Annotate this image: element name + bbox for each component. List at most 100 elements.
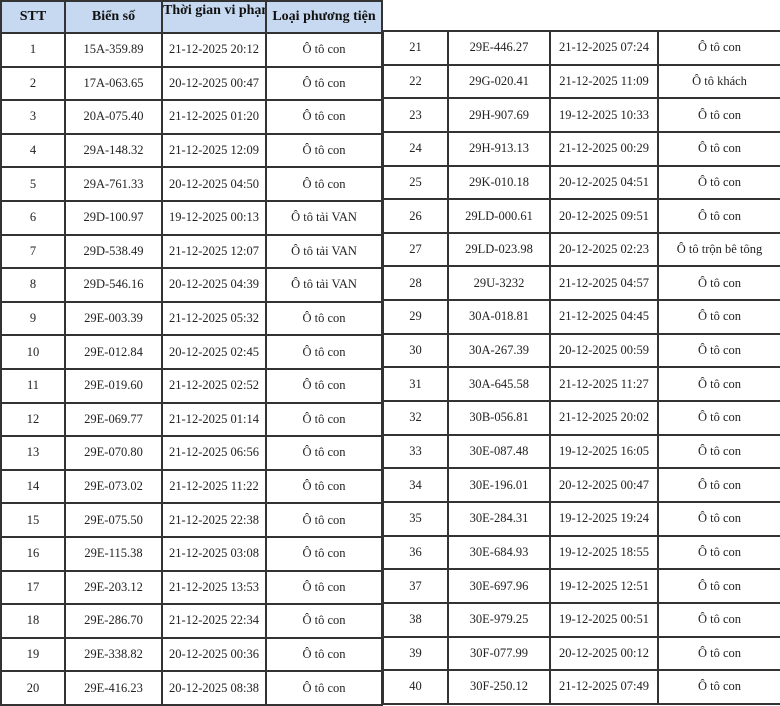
table-row: 20 29E-416.23 20-12-2025 08:38 Ô tô con [0,670,383,706]
table-row: 33 30E-087.48 19-12-2025 16:05 Ô tô con [382,433,780,470]
cell-stt: 5 [0,166,66,202]
cell-stt: 23 [382,97,449,133]
header-stt: STT [0,0,66,34]
table-row: 34 30E-196.01 20-12-2025 00:47 Ô tô con [382,467,780,503]
cell-stt: 9 [0,300,66,337]
cell-plate: 29E-203.12 [64,569,163,606]
header-time-label: Thời gian vi phạm [163,3,265,18]
cell-stt: 13 [0,435,66,471]
cell-time: 20-12-2025 00:47 [549,467,659,503]
cell-stt: 35 [382,500,449,537]
table-row: 35 30E-284.31 19-12-2025 19:24 Ô tô con [382,500,780,537]
cell-plate: 30E-087.48 [447,433,551,470]
cell-vehicle-type: Ô tô con [265,636,383,673]
cell-stt: 8 [0,267,66,303]
cell-stt: 3 [0,99,66,135]
cell-stt: 33 [382,433,449,470]
header-time: Thời gian vi phạm [161,0,267,34]
table-row: 16 29E-115.38 21-12-2025 03:08 Ô tô con [0,535,383,572]
cell-vehicle-type: Ô tô con [265,166,383,202]
violations-table-left: STT Biển số Thời gian vi phạm Loại phươn… [0,0,383,706]
cell-stt: 37 [382,568,449,604]
cell-plate: 30A-267.39 [447,332,551,369]
cell-stt: 26 [382,198,449,234]
cell-time: 20-12-2025 02:23 [549,231,659,268]
cell-stt: 36 [382,534,449,571]
cell-stt: 21 [382,30,449,66]
table-row: 2 17A-063.65 20-12-2025 00:47 Ô tô con [0,65,383,102]
cell-time: 21-12-2025 07:49 [549,669,659,705]
table-row: 9 29E-003.39 21-12-2025 05:32 Ô tô con [0,300,383,337]
cell-plate: 29E-069.77 [64,401,163,438]
cell-time: 21-12-2025 05:32 [161,300,267,337]
cell-vehicle-type: Ô tô con [657,265,780,302]
table-row: 22 29G-020.41 21-12-2025 11:09 Ô tô khách [382,63,780,100]
cell-plate: 29D-546.16 [64,267,163,303]
cell-time: 21-12-2025 20:12 [161,32,267,68]
cell-plate: 20A-075.40 [64,99,163,135]
cell-time: 21-12-2025 07:24 [549,30,659,66]
cell-vehicle-type: Ô tô con [265,65,383,102]
table-row: 38 30E-979.25 19-12-2025 00:51 Ô tô con [382,601,780,638]
cell-time: 19-12-2025 12:51 [549,568,659,604]
cell-vehicle-type: Ô tô con [657,332,780,369]
cell-stt: 6 [0,199,66,236]
cell-stt: 4 [0,132,66,169]
cell-stt: 39 [382,635,449,672]
cell-stt: 18 [0,603,66,639]
cell-stt: 25 [382,164,449,201]
table-row: 3 20A-075.40 21-12-2025 01:20 Ô tô con [0,99,383,135]
cell-stt: 11 [0,367,66,404]
table-row: 13 29E-070.80 21-12-2025 06:56 Ô tô con [0,435,383,471]
cell-vehicle-type: Ô tô tải VAN [265,199,383,236]
cell-time: 20-12-2025 04:50 [161,166,267,202]
cell-time: 19-12-2025 19:24 [549,500,659,537]
table-row: 40 30F-250.12 21-12-2025 07:49 Ô tô con [382,669,780,705]
cell-plate: 29H-913.13 [447,130,551,167]
cell-vehicle-type: Ô tô con [657,433,780,470]
cell-vehicle-type: Ô tô tải VAN [265,267,383,303]
cell-time: 20-12-2025 08:38 [161,670,267,706]
table-row: 27 29LD-023.98 20-12-2025 02:23 Ô tô trộn b… [382,231,780,268]
cell-stt: 14 [0,468,66,505]
table-row: 5 29A-761.33 20-12-2025 04:50 Ô tô con [0,166,383,202]
table-row: 11 29E-019.60 21-12-2025 02:52 Ô tô con [0,367,383,404]
header-plate: Biển số [64,0,163,34]
table-row: 8 29D-546.16 20-12-2025 04:39 Ô tô tải VAN [0,267,383,303]
cell-time: 19-12-2025 18:55 [549,534,659,571]
cell-plate: 29K-010.18 [447,164,551,201]
cell-vehicle-type: Ô tô trộn bê tông [657,231,780,268]
cell-plate: 30F-250.12 [447,669,551,705]
cell-vehicle-type: Ô tô con [265,502,383,538]
table-row: 12 29E-069.77 21-12-2025 01:14 Ô tô con [0,401,383,438]
cell-plate: 30A-018.81 [447,299,551,335]
cell-stt: 16 [0,535,66,572]
cell-stt: 10 [0,334,66,370]
cell-plate: 30A-645.58 [447,366,551,403]
table-row: 18 29E-286.70 21-12-2025 22:34 Ô tô con [0,603,383,639]
table-row: 7 29D-538.49 21-12-2025 12:07 Ô tô tải VAN [0,233,383,270]
cell-time: 21-12-2025 20:02 [549,400,659,436]
cell-time: 20-12-2025 04:39 [161,267,267,303]
cell-stt: 29 [382,299,449,335]
cell-stt: 17 [0,569,66,606]
cell-plate: 29E-115.38 [64,535,163,572]
cell-plate: 29E-070.80 [64,435,163,471]
cell-time: 21-12-2025 11:09 [549,63,659,100]
cell-vehicle-type: Ô tô con [265,99,383,135]
cell-vehicle-type: Ô tô con [265,32,383,68]
cell-time: 20-12-2025 00:47 [161,65,267,102]
cell-time: 21-12-2025 00:29 [549,130,659,167]
cell-time: 21-12-2025 12:09 [161,132,267,169]
table-row: 17 29E-203.12 21-12-2025 13:53 Ô tô con [0,569,383,606]
cell-time: 21-12-2025 03:08 [161,535,267,572]
table-row: 32 30B-056.81 21-12-2025 20:02 Ô tô con [382,400,780,436]
cell-time: 20-12-2025 00:12 [549,635,659,672]
table-row: 19 29E-338.82 20-12-2025 00:36 Ô tô con [0,636,383,673]
cell-plate: 29E-338.82 [64,636,163,673]
cell-time: 21-12-2025 22:34 [161,603,267,639]
cell-vehicle-type: Ô tô con [657,568,780,604]
cell-vehicle-type: Ô tô con [657,30,780,66]
cell-plate: 29D-538.49 [64,233,163,270]
cell-time: 20-12-2025 00:36 [161,636,267,673]
